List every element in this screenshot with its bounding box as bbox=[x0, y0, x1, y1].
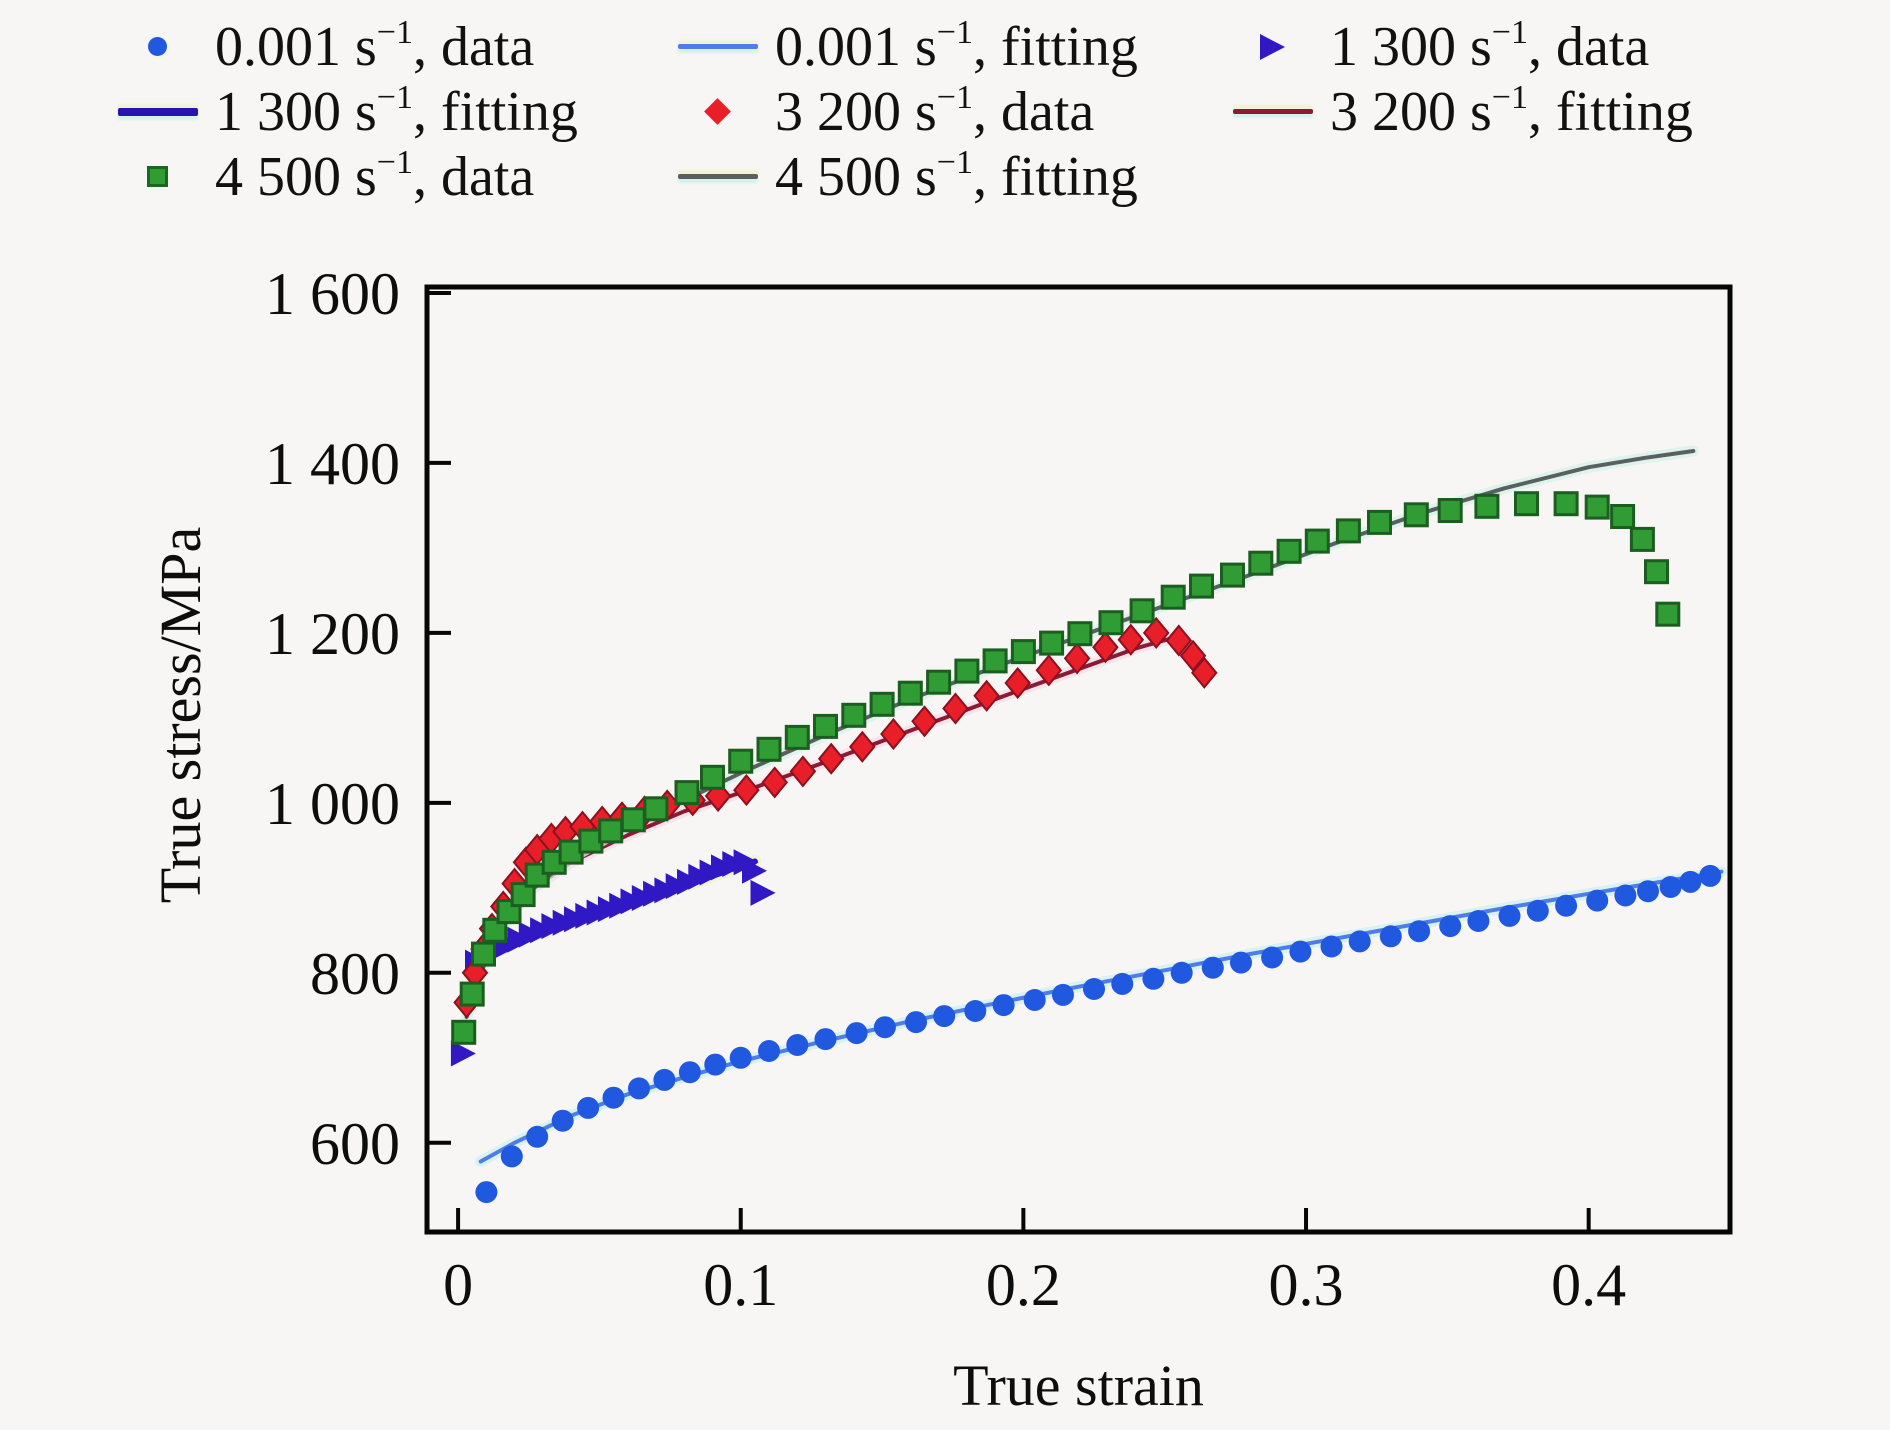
legend-label-rate: 4 500 s bbox=[215, 145, 377, 208]
legend-label: 4 500 s−1, fitting bbox=[775, 145, 1138, 208]
series-d4500 bbox=[451, 491, 1681, 1045]
legend-marker-slot bbox=[100, 37, 215, 56]
legend-item-d1300: 1 300 s−1, data bbox=[1215, 14, 1693, 79]
legend-label: 1 300 s−1, data bbox=[1330, 15, 1650, 78]
legend-label-exponent: −1 bbox=[936, 13, 973, 51]
legend-label-rate: 1 300 s bbox=[1330, 15, 1492, 78]
line-marker-icon bbox=[677, 44, 758, 49]
legend-label: 3 200 s−1, data bbox=[775, 80, 1095, 143]
legend-label-rate: 0.001 s bbox=[215, 15, 377, 78]
series-d0001 bbox=[475, 864, 1722, 1204]
fit-line-halo-f3200 bbox=[461, 630, 1185, 1011]
y-tick-label: 800 bbox=[310, 941, 400, 1007]
triangle-marker-icon bbox=[1260, 33, 1285, 60]
x-tick-label: 0.1 bbox=[703, 1252, 778, 1318]
legend-item-f3200: 3 200 s−1, fitting bbox=[1215, 79, 1693, 144]
x-tick-label: 0 bbox=[443, 1252, 473, 1318]
x-tick-label: 0.2 bbox=[986, 1252, 1061, 1318]
fit-line-f4500 bbox=[464, 449, 1696, 1019]
line-marker-icon bbox=[117, 107, 198, 116]
legend-label-kind: , data bbox=[1527, 15, 1650, 78]
series-d1300 bbox=[450, 849, 776, 1067]
legend-label: 0.001 s−1, data bbox=[215, 15, 535, 78]
legend-item-f0001: 0.001 s−1, fitting bbox=[660, 14, 1215, 79]
legend-label-exponent: −1 bbox=[376, 143, 413, 181]
legend-label-rate: 0.001 s bbox=[775, 15, 937, 78]
legend-label-kind: , fitting bbox=[412, 80, 578, 143]
plot-border bbox=[424, 284, 1733, 1235]
legend-label-kind: , fitting bbox=[1527, 80, 1693, 143]
legend-label-exponent: −1 bbox=[936, 143, 973, 181]
legend-label-kind: , fitting bbox=[972, 15, 1138, 78]
line-marker-icon bbox=[677, 174, 758, 179]
legend-marker-slot bbox=[660, 44, 775, 49]
legend-item-d0001: 0.001 s−1, data bbox=[100, 14, 660, 79]
x-axis-title: True strain bbox=[953, 1353, 1204, 1418]
legend-marker-slot bbox=[100, 166, 215, 187]
legend: 0.001 s−1, data 0.001 s−1, fitting 1 300 s… bbox=[100, 14, 1693, 209]
legend-label-exponent: −1 bbox=[376, 13, 413, 51]
legend-label: 1 300 s−1, fitting bbox=[215, 80, 578, 143]
legend-marker-slot bbox=[100, 107, 215, 116]
circle-marker-icon bbox=[148, 37, 167, 56]
legend-label-rate: 3 200 s bbox=[775, 80, 937, 143]
y-tick-label: 1 000 bbox=[265, 771, 400, 837]
legend-label: 3 200 s−1, fitting bbox=[1330, 80, 1693, 143]
x-tick-label: 0.3 bbox=[1269, 1252, 1344, 1318]
fit-line-halo-f4500 bbox=[461, 445, 1699, 1023]
legend-label-exponent: −1 bbox=[1491, 78, 1528, 116]
fit-line-f3200 bbox=[464, 634, 1181, 1008]
x-tick-label: 0.4 bbox=[1551, 1252, 1626, 1318]
legend-item-d3200: 3 200 s−1, data bbox=[660, 79, 1215, 144]
legend-marker-slot bbox=[660, 98, 775, 125]
legend-item-f1300: 1 300 s−1, fitting bbox=[100, 79, 660, 144]
legend-label-kind: , fitting bbox=[972, 145, 1138, 208]
y-tick-label: 600 bbox=[310, 1111, 400, 1177]
legend-marker-slot bbox=[1215, 33, 1330, 60]
legend-label: 4 500 s−1, data bbox=[215, 145, 535, 208]
legend-label: 0.001 s−1, fitting bbox=[775, 15, 1138, 78]
legend-marker-slot bbox=[1215, 109, 1330, 114]
legend-item-d4500: 4 500 s−1, data bbox=[100, 144, 660, 209]
legend-label-exponent: −1 bbox=[936, 78, 973, 116]
legend-label-kind: , data bbox=[972, 80, 1095, 143]
square-marker-icon bbox=[147, 166, 168, 187]
legend-label-rate: 1 300 s bbox=[215, 80, 377, 143]
legend-label-kind: , data bbox=[412, 145, 535, 208]
series-d3200 bbox=[453, 616, 1218, 1019]
y-tick-label: 1 200 bbox=[265, 601, 400, 667]
diamond-marker-icon bbox=[704, 98, 731, 125]
y-axis-title: True stress/MPa bbox=[148, 527, 213, 904]
legend-label-exponent: −1 bbox=[376, 78, 413, 116]
line-marker-icon bbox=[1232, 109, 1313, 114]
legend-item-f4500: 4 500 s−1, fitting bbox=[660, 144, 1215, 209]
legend-label-rate: 4 500 s bbox=[775, 145, 937, 208]
legend-label-kind: , data bbox=[412, 15, 535, 78]
legend-marker-slot bbox=[660, 174, 775, 179]
y-tick-label: 1 400 bbox=[265, 431, 400, 497]
legend-label-exponent: −1 bbox=[1491, 13, 1528, 51]
legend-label-rate: 3 200 s bbox=[1330, 80, 1492, 143]
y-tick-label: 1 600 bbox=[265, 261, 400, 327]
